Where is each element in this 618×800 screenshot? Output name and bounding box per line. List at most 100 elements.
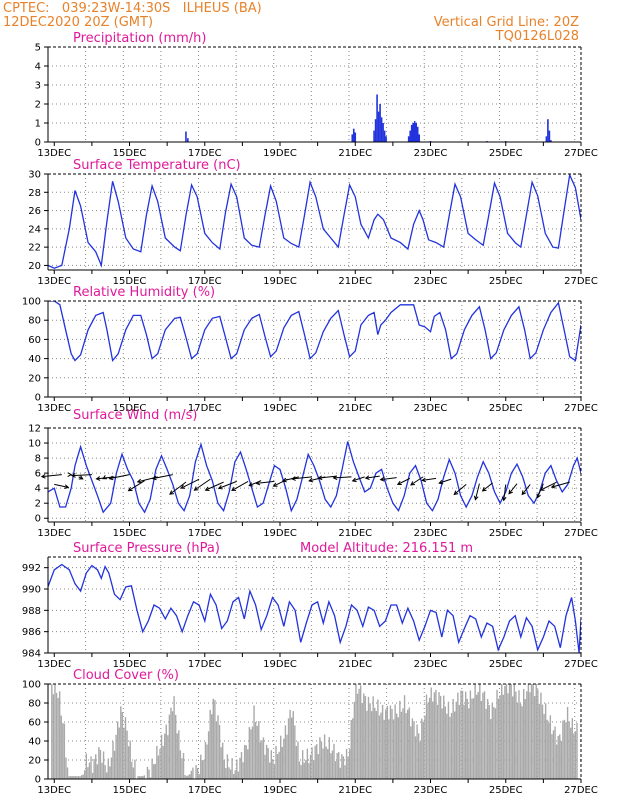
cloud-bar: [305, 760, 307, 779]
x-tick-label: 23DEC: [414, 276, 448, 287]
cloud-bar: [316, 744, 318, 779]
cloud-bar: [443, 695, 445, 779]
cloud-bar: [522, 688, 525, 779]
cloud-bar: [295, 745, 298, 779]
cloud-bar: [212, 698, 215, 779]
series-group: [48, 563, 581, 653]
y-tick-label: 28: [28, 188, 41, 199]
wind-arrow: [54, 483, 69, 488]
wind-arrow: [109, 474, 130, 480]
cloud-bar: [358, 688, 360, 779]
cloud-bar: [91, 772, 94, 779]
cloud-bar: [312, 760, 315, 779]
cloud-bar: [87, 767, 89, 779]
cloud-bar: [182, 753, 185, 779]
cloud-bar: [265, 744, 268, 779]
x-tick-label: 23DEC: [414, 659, 448, 670]
cloud-bar: [142, 776, 144, 779]
y-tick-label: 2: [35, 499, 41, 510]
wind-arrow: [218, 480, 237, 489]
cloud-bar: [215, 721, 218, 779]
cloud-bar: [173, 696, 175, 779]
cloud-bar: [374, 707, 376, 779]
cloud-bar: [512, 696, 514, 779]
cloud-bar: [513, 684, 515, 779]
x-tick-label: 19DEC: [263, 659, 297, 670]
cloud-bar: [356, 693, 359, 779]
cloud-bar: [353, 701, 356, 779]
cloud-bar: [262, 737, 265, 779]
wind-arrow: [536, 483, 544, 498]
cloud-bar: [477, 691, 479, 779]
series-line: [48, 441, 581, 514]
cloud-bar: [146, 766, 149, 779]
cloud-bar: [510, 684, 512, 779]
y-tick-label: 6: [35, 469, 41, 480]
wind-arrow: [508, 483, 518, 494]
cloud-bar: [239, 757, 241, 779]
series-line: [48, 174, 581, 269]
x-tick-label: 15DEC: [113, 403, 147, 414]
series-group: [48, 441, 581, 514]
x-tick-label: 15DEC: [113, 785, 147, 796]
cloud-bar: [308, 763, 310, 779]
wind-arrow: [169, 481, 187, 495]
cloud-bar: [436, 704, 439, 779]
wind-arrow-head: [379, 476, 385, 482]
precip-bar: [385, 136, 387, 142]
wind-arrow-head: [248, 482, 254, 487]
cloud-bar: [392, 719, 395, 779]
header-date: 12DEC2020 20Z (GMT): [3, 15, 153, 30]
cloud-bar: [223, 759, 225, 779]
cloud-bar: [359, 685, 362, 779]
cloud-bar: [471, 698, 473, 779]
cloud-bar: [156, 745, 158, 779]
cloud-bar: [96, 764, 98, 779]
cloud-bar: [303, 762, 305, 779]
cloud-bar: [438, 692, 440, 779]
x-tick-label: 27DEC: [564, 276, 598, 287]
cloud-bar: [516, 702, 519, 779]
precip-bar: [410, 124, 413, 142]
x-tick-label: 19DEC: [263, 403, 297, 414]
cloud-bar: [425, 694, 428, 779]
cloud-bar: [65, 757, 67, 779]
cloud-bar: [159, 748, 161, 779]
wind-arrow-head: [473, 495, 479, 501]
cloud-bar: [127, 746, 130, 779]
x-tick-label: 21DEC: [338, 785, 372, 796]
x-tick-label: 13DEC: [37, 403, 71, 414]
cloud-bar: [84, 770, 86, 779]
cloud-bar: [253, 705, 255, 779]
cloud-bar: [131, 761, 133, 779]
wind-arrow: [291, 476, 313, 480]
cloud-bar: [225, 768, 227, 779]
cloud-bar: [55, 692, 58, 779]
cloud-bar: [283, 738, 285, 779]
wind-arrow-head: [521, 490, 527, 496]
precip-bar: [418, 134, 421, 142]
cloud-bar: [422, 721, 425, 779]
precip-bar: [412, 123, 414, 142]
cloud-bar: [378, 715, 381, 779]
cloud-bar: [90, 756, 92, 779]
header-grid-line: Vertical Grid Line: 20Z: [434, 15, 579, 30]
wind-arrow-head: [78, 475, 84, 480]
cloud-bar: [237, 771, 240, 779]
wind-arrow: [282, 476, 299, 482]
wind-arrow-head: [308, 477, 314, 483]
cloud-bar: [270, 750, 273, 779]
panel-title: Surface Wind (m/s): [73, 408, 197, 423]
cloud-bar: [174, 714, 177, 779]
cloud-bar: [176, 733, 178, 779]
wind-arrow: [439, 478, 452, 484]
cloud-bar: [115, 734, 117, 779]
cloud-bar: [222, 742, 224, 779]
cloud-bar: [507, 693, 509, 779]
cloud-bar: [370, 711, 373, 779]
cloud-bar: [165, 724, 167, 779]
cloud-bar: [240, 752, 243, 779]
cloud-bar: [419, 741, 421, 779]
x-tick-label: 17DEC: [188, 403, 222, 414]
